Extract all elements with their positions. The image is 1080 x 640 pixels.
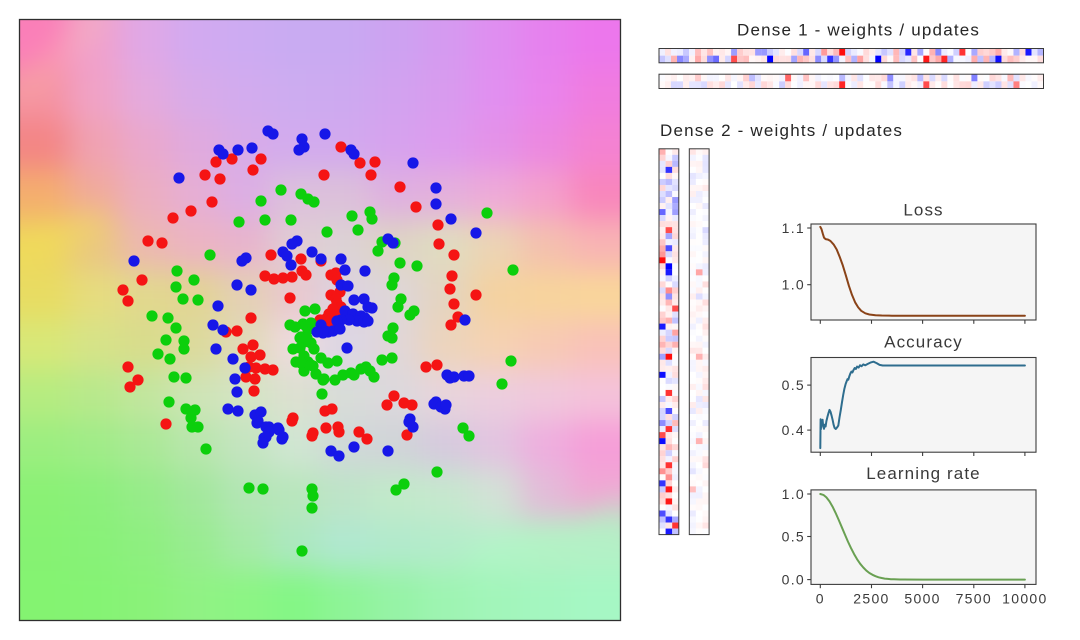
svg-text:0.5: 0.5	[782, 529, 805, 545]
svg-text:1.0: 1.0	[782, 486, 805, 502]
svg-text:0.0: 0.0	[782, 572, 805, 588]
svg-text:Dense 2 - weights / updates: Dense 2 - weights / updates	[660, 121, 903, 140]
svg-text:Loss: Loss	[903, 201, 943, 220]
svg-text:5000: 5000	[904, 591, 940, 607]
svg-text:0.5: 0.5	[782, 377, 805, 393]
svg-text:0.4: 0.4	[782, 422, 805, 438]
svg-text:Learning rate: Learning rate	[866, 464, 980, 483]
svg-text:Dense 1 - weights / updates: Dense 1 - weights / updates	[737, 21, 980, 40]
svg-text:1.0: 1.0	[782, 277, 805, 293]
svg-text:2500: 2500	[853, 591, 889, 607]
svg-text:10000: 10000	[1002, 591, 1047, 607]
svg-text:1.1: 1.1	[782, 220, 805, 236]
svg-text:7500: 7500	[956, 591, 992, 607]
svg-text:Accuracy: Accuracy	[884, 332, 963, 351]
svg-text:0: 0	[816, 591, 825, 607]
